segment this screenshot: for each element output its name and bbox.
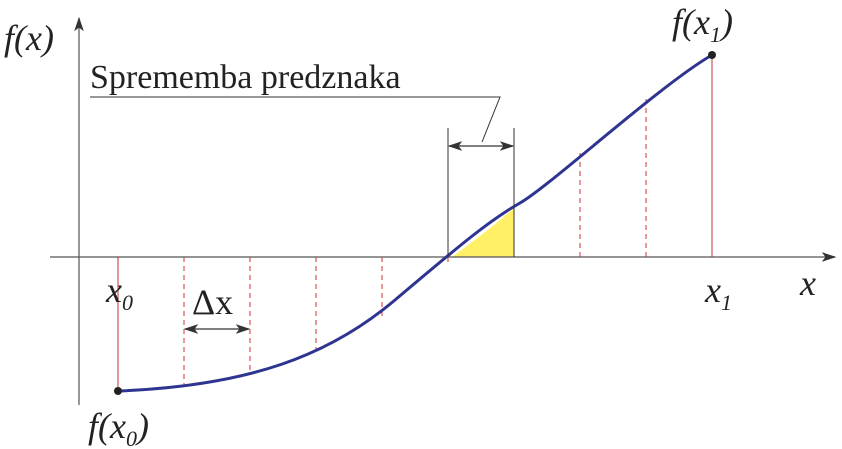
step-label-text: Δx: [192, 282, 233, 322]
step-lines: [117, 55, 713, 391]
point-x1: [708, 51, 716, 59]
sign-change-area: [452, 208, 514, 257]
sub: 0: [126, 426, 137, 449]
var: x: [105, 270, 122, 310]
sign-change-label: Sprememba predznaka: [90, 59, 401, 96]
pre: f(: [88, 406, 112, 446]
x-axis-label: x: [799, 263, 816, 303]
x0-label: x0: [105, 270, 133, 315]
var: x: [109, 406, 126, 446]
step-label: Δx: [192, 282, 233, 322]
function-curve: [117, 53, 713, 393]
sub: 0: [122, 290, 133, 315]
var: x: [704, 270, 721, 310]
x1-label: x1: [704, 270, 732, 315]
sub: 1: [710, 22, 721, 47]
var: x: [693, 2, 710, 42]
f-x1-label: f(x1): [672, 2, 733, 47]
y-axis-label: f(x): [4, 18, 54, 58]
f-x0-label: f(x0): [88, 406, 149, 449]
post: ): [719, 2, 733, 42]
point-x0: [114, 387, 122, 395]
leader-line: [90, 96, 501, 143]
pre: f(: [672, 2, 696, 42]
sub: 1: [721, 290, 732, 315]
post: ): [135, 406, 149, 446]
